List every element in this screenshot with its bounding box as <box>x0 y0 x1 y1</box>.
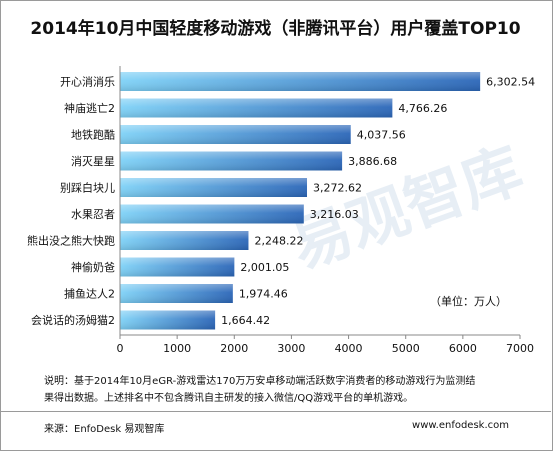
x-tick-label-4: 4000 <box>335 342 363 355</box>
bar-shine-2 <box>120 125 351 144</box>
bar-shine-0 <box>120 72 481 91</box>
site-url: www.enfodesk.com <box>412 420 509 431</box>
category-label-0: 开心消消乐 <box>60 75 115 89</box>
x-tick-label-7: 7000 <box>506 342 534 355</box>
category-label-1: 神庙逃亡2 <box>64 101 115 115</box>
x-tick-label-6: 6000 <box>449 342 477 355</box>
value-label-7: 2,001.05 <box>240 261 289 274</box>
notes-line-2: 果得出数据。上述排名中不包含腾讯自主研发的接入微信/QQ游戏平台的单机游戏。 <box>44 393 414 404</box>
footer-divider <box>0 411 551 412</box>
notes: 说明：基于2014年10月eGR-游戏雷达170万万安卓移动端活跃数字消费者的移… <box>44 373 524 407</box>
value-label-4: 3,272.62 <box>313 182 362 195</box>
x-tick-label-1: 1000 <box>163 342 191 355</box>
bar-shine-4 <box>120 178 308 197</box>
category-label-3: 消灭星星 <box>71 154 115 168</box>
bar-shine-5 <box>120 204 304 224</box>
bar-shine-1 <box>120 98 393 118</box>
bar-shine-9 <box>120 310 216 330</box>
bar-shine-7 <box>120 257 235 277</box>
value-label-8: 1,974.46 <box>239 288 288 301</box>
value-label-2: 4,037.56 <box>357 129 406 142</box>
bar-shine-3 <box>120 151 343 171</box>
bar-shine-6 <box>120 231 249 250</box>
value-label-9: 1,664.42 <box>221 314 270 327</box>
value-label-1: 4,766.26 <box>398 102 447 115</box>
value-label-6: 2,248.22 <box>254 235 303 248</box>
category-label-5: 水果忍者 <box>71 208 115 221</box>
value-label-0: 6,302.54 <box>486 76 535 89</box>
category-label-2: 地铁跑酷 <box>71 128 115 142</box>
category-label-6: 熊出没之熊大快跑 <box>27 234 115 248</box>
unit-note: （单位：万人） <box>430 295 507 308</box>
notes-line-1: 说明：基于2014年10月eGR-游戏雷达170万万安卓移动端活跃数字消费者的移… <box>44 376 476 387</box>
x-tick-label-2: 2000 <box>220 342 248 355</box>
x-tick-label-3: 3000 <box>277 342 305 355</box>
x-tick-label-5: 5000 <box>392 342 420 355</box>
category-label-8: 捕鱼达人2 <box>64 287 115 301</box>
source-text: 来源：EnfoDesk 易观智库 <box>44 424 165 435</box>
value-label-3: 3,886.68 <box>348 155 397 168</box>
category-label-9: 会说话的汤姆猫2 <box>31 313 115 327</box>
value-label-5: 3,216.03 <box>310 208 359 221</box>
chart-title: 2014年10月中国轻度移动游戏（非腾讯平台）用户覆盖TOP10 <box>30 19 521 39</box>
category-label-7: 神偷奶爸 <box>71 260 115 274</box>
bar-shine-8 <box>120 284 233 303</box>
x-tick-label-0: 0 <box>117 342 124 355</box>
category-label-4: 别踩白块儿 <box>60 181 115 195</box>
